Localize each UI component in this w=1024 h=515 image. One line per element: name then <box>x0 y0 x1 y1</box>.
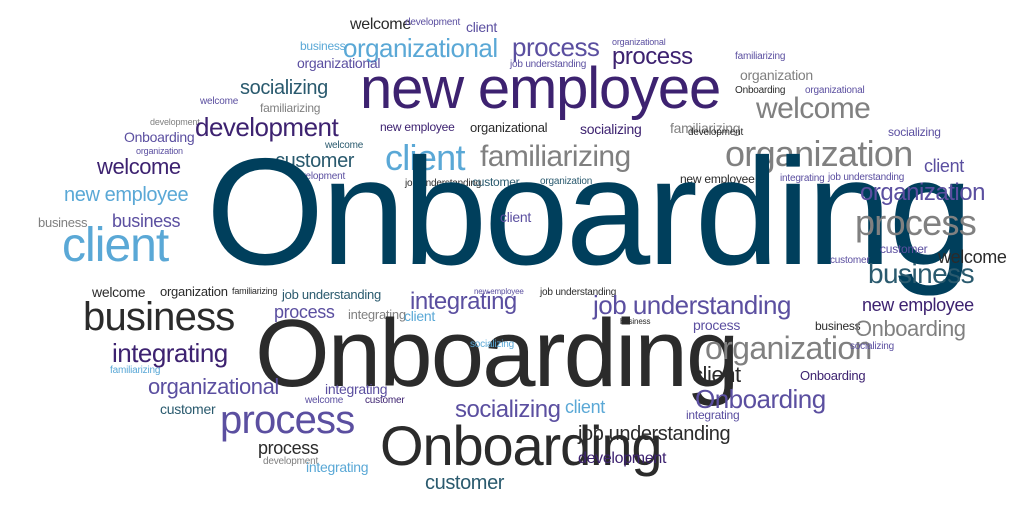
word-new-employee: new employee <box>474 287 524 296</box>
word-onboarding: Onboarding <box>695 384 826 414</box>
word-new-employee: new employee <box>380 120 455 134</box>
word-process: process <box>274 302 335 322</box>
word-familiarizing: familiarizing <box>110 365 161 376</box>
word-process: process <box>220 398 355 442</box>
word-new-employee: new employee <box>680 172 755 186</box>
word-job-understanding: job understanding <box>510 59 587 70</box>
word-business: business <box>83 295 235 339</box>
word-organization: organization <box>705 330 872 366</box>
word-development: development <box>263 456 319 467</box>
word-business: business <box>868 258 975 289</box>
word-integrating: integrating <box>306 459 369 475</box>
word-organization: organization <box>160 284 228 299</box>
word-familiarizing: familiarizing <box>232 286 278 296</box>
word-business: business <box>815 319 861 333</box>
word-onboarding: Onboarding <box>855 316 966 341</box>
word-job-understanding: job understanding <box>578 423 731 445</box>
word-onboarding: Onboarding <box>800 368 866 383</box>
word-organizational: organizational <box>343 33 498 63</box>
word-welcome: welcome <box>350 16 411 33</box>
word-socializing: socializing <box>240 77 328 99</box>
word-welcome: welcome <box>97 154 181 179</box>
word-job-understanding: job understanding <box>540 287 617 298</box>
word-process: process <box>612 43 693 70</box>
word-integrating: integrating <box>686 408 740 422</box>
word-familiarizing: familiarizing <box>670 120 741 136</box>
word-new-employee: new employee <box>862 295 974 315</box>
word-integrating: integrating <box>780 173 825 184</box>
word-process: process <box>693 317 741 333</box>
word-organization: organization <box>540 176 593 187</box>
word-organizational: organizational <box>470 120 548 135</box>
word-job-understanding: job understanding <box>405 178 482 189</box>
word-socializing: socializing <box>470 339 514 350</box>
word-development: development <box>150 117 200 127</box>
word-onboarding: Onboarding <box>735 85 786 96</box>
word-welcome: welcome <box>92 284 146 300</box>
word-onboarding: Onboarding <box>255 300 739 407</box>
word-socializing: socializing <box>580 121 642 137</box>
word-familiarizing: familiarizing <box>735 51 786 62</box>
word-client: client <box>565 397 605 417</box>
word-socializing: socializing <box>455 396 561 423</box>
word-development: development <box>688 127 744 138</box>
word-development: development <box>290 171 346 182</box>
word-development: development <box>405 17 461 28</box>
word-job-understanding: job understanding <box>282 287 381 302</box>
word-process: process <box>512 32 600 62</box>
word-organizational: organizational <box>612 37 666 47</box>
word-new-employee: new employee <box>64 184 189 206</box>
word-business: business <box>112 211 181 231</box>
word-socializing: socializing <box>888 125 941 139</box>
word-customer: customer <box>160 401 216 417</box>
word-familiarizing: familiarizing <box>480 140 631 173</box>
word-socializing: socializing <box>850 341 894 352</box>
word-client: client <box>692 362 741 387</box>
word-client: client <box>404 308 436 324</box>
word-welcome: welcome <box>938 247 1007 267</box>
word-organization: organization <box>740 67 813 83</box>
word-client: client <box>500 209 532 225</box>
word-customer: customer <box>275 150 355 172</box>
word-customer: customer <box>830 255 870 266</box>
word-integrating: integrating <box>410 288 517 315</box>
word-client: client <box>924 156 964 176</box>
word-business: business <box>38 215 88 230</box>
word-business: business <box>620 317 651 326</box>
word-organization: organization <box>136 146 183 156</box>
word-development: development <box>195 112 339 142</box>
word-client: client <box>62 219 169 272</box>
word-integrating: integrating <box>348 307 406 322</box>
word-client: client <box>466 19 498 35</box>
word-integrating: integrating <box>325 381 388 397</box>
word-welcome: welcome <box>325 140 364 151</box>
word-welcome: welcome <box>200 96 239 107</box>
word-onboarding: Onboarding <box>380 414 663 477</box>
word-business: business <box>300 39 346 53</box>
word-onboarding: Onboarding <box>206 127 973 297</box>
word-organization: organization <box>725 133 913 174</box>
word-onboarding: Onboarding <box>124 129 195 145</box>
word-customer: customer <box>425 472 505 494</box>
word-development: development <box>578 450 667 467</box>
word-customer: customer <box>365 395 405 406</box>
word-organizational: organizational <box>148 374 279 399</box>
word-job-understanding: job understanding <box>593 290 791 320</box>
word-welcome: welcome <box>756 92 871 125</box>
word-organizational: organizational <box>297 55 381 71</box>
word-process: process <box>855 202 977 243</box>
word-organization: organization <box>860 179 985 206</box>
word-customer: customer <box>880 242 928 256</box>
word-client: client <box>385 137 465 178</box>
word-customer: customer <box>472 175 520 189</box>
word-process: process <box>258 438 319 458</box>
word-organizational: organizational <box>805 85 865 96</box>
word-integrating: integrating <box>112 338 228 368</box>
word-familiarizing: familiarizing <box>260 101 321 115</box>
word-new-employee: new employee <box>360 56 721 121</box>
word-welcome: welcome <box>305 395 344 406</box>
word-job-understanding: job understanding <box>828 172 905 183</box>
